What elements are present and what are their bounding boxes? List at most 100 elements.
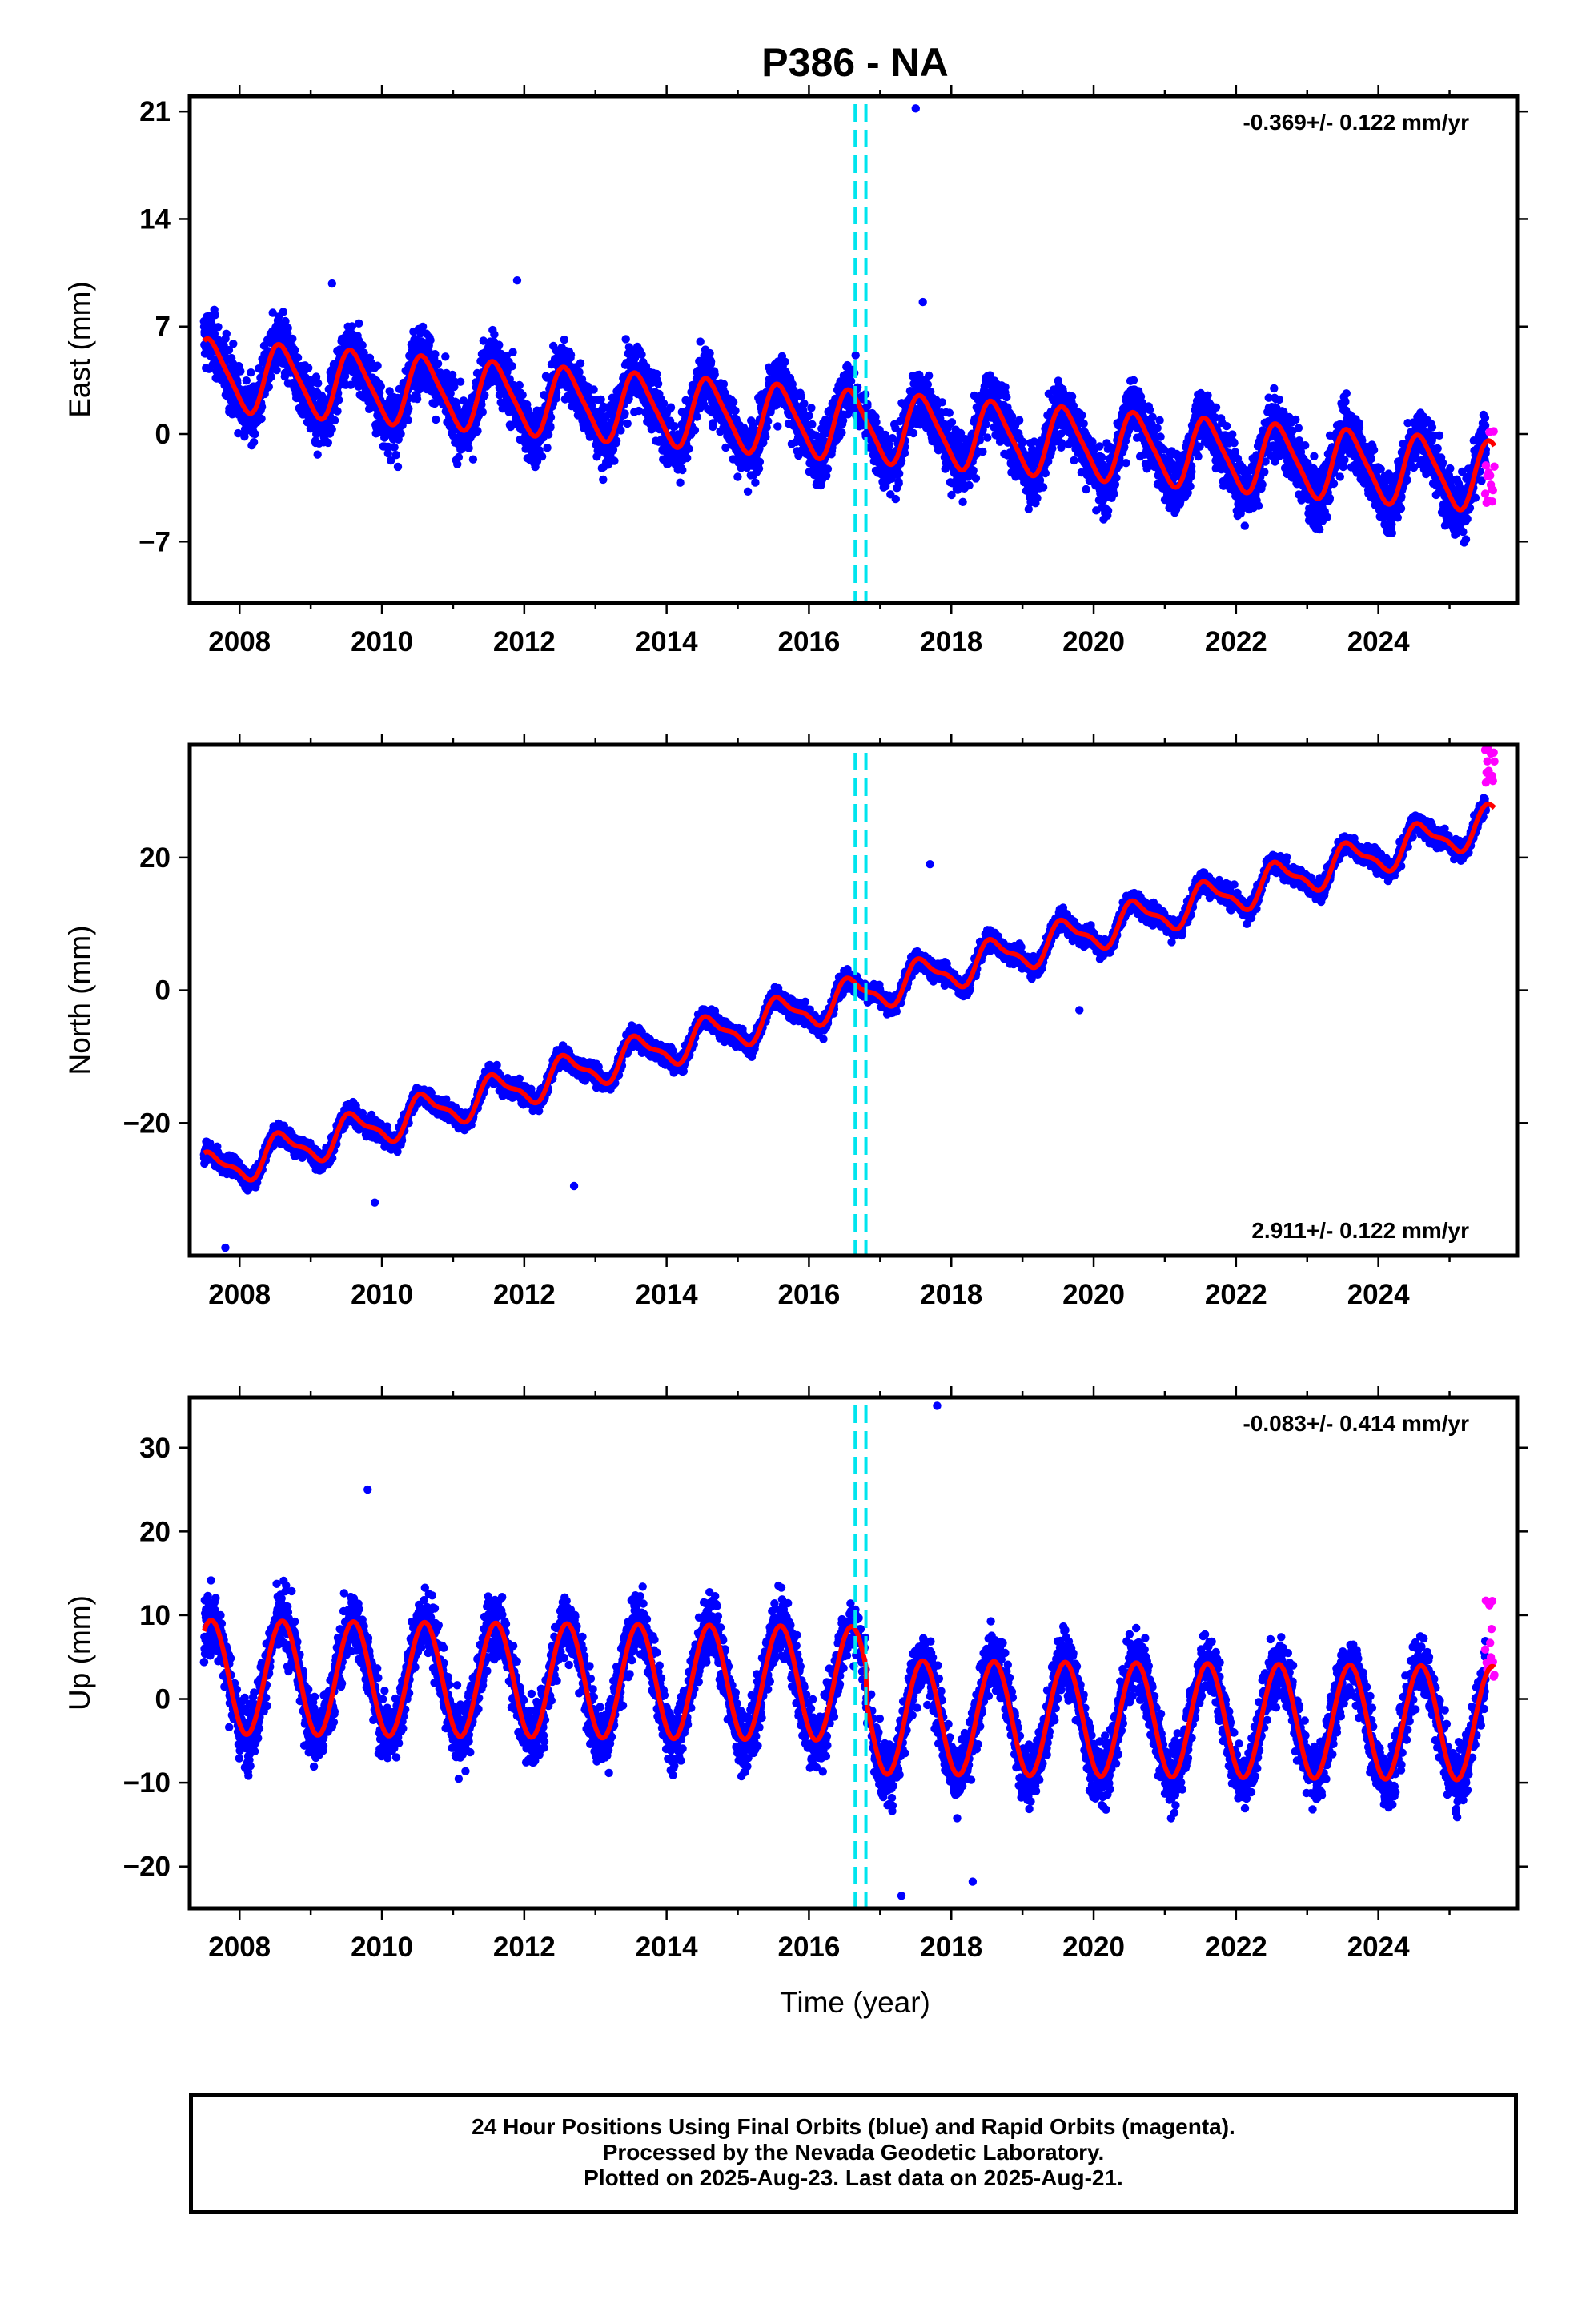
data-point — [446, 389, 455, 398]
data-point — [1112, 473, 1121, 482]
data-point — [267, 372, 275, 381]
data-point — [755, 457, 765, 466]
data-point — [938, 398, 947, 407]
data-point — [257, 402, 267, 412]
data-point — [1153, 424, 1162, 432]
data-point — [947, 418, 957, 427]
data-point — [670, 422, 679, 431]
data-point — [508, 348, 517, 356]
data-point — [1057, 439, 1066, 448]
data-point — [396, 429, 405, 438]
data-point — [453, 460, 462, 468]
data-point — [773, 422, 782, 431]
data-point — [1078, 411, 1086, 420]
final-orbit-points — [199, 104, 1491, 547]
data-point — [281, 316, 290, 326]
data-point — [676, 478, 685, 487]
data-point — [1048, 444, 1057, 453]
data-point — [693, 412, 701, 421]
data-point — [508, 362, 516, 371]
data-point — [1002, 392, 1011, 402]
data-point — [373, 361, 382, 370]
data-point — [652, 369, 661, 379]
data-point — [1145, 405, 1154, 414]
data-point — [456, 377, 465, 386]
data-point — [229, 340, 238, 348]
data-point — [391, 451, 400, 460]
data-point — [355, 319, 363, 328]
data-point — [837, 428, 846, 437]
data-point — [612, 436, 621, 445]
data-point — [314, 379, 323, 388]
data-point — [733, 472, 742, 481]
data-point — [333, 407, 342, 416]
data-point — [304, 364, 313, 372]
data-point — [480, 391, 489, 400]
data-point — [616, 426, 625, 435]
data-point — [1015, 416, 1024, 424]
data-point — [546, 423, 555, 432]
data-point — [518, 391, 527, 400]
data-point — [872, 418, 881, 427]
data-point — [242, 376, 251, 385]
data-point — [390, 443, 399, 452]
data-point — [1018, 438, 1028, 447]
data-point — [454, 452, 464, 462]
data-point — [805, 411, 813, 420]
plot-area — [199, 104, 1499, 547]
data-point — [610, 456, 619, 465]
data-point — [666, 403, 676, 412]
data-point — [257, 414, 266, 424]
data-point — [1129, 376, 1138, 384]
data-point — [376, 382, 385, 391]
data-point — [335, 396, 343, 404]
data-point — [653, 380, 663, 388]
data-point — [891, 494, 901, 504]
data-point — [690, 426, 700, 435]
data-point — [468, 455, 478, 464]
data-point — [224, 345, 234, 355]
data-point — [272, 365, 281, 375]
data-point — [495, 340, 504, 349]
data-point — [264, 382, 273, 392]
data-point — [800, 399, 809, 408]
data-point — [268, 308, 277, 317]
data-point — [404, 416, 412, 424]
data-point — [705, 348, 714, 358]
data-point — [433, 359, 443, 368]
data-point — [683, 453, 692, 463]
data-point — [214, 323, 223, 332]
data-point — [1067, 392, 1077, 401]
data-point — [288, 334, 297, 344]
data-point — [412, 395, 422, 404]
data-point — [537, 452, 547, 461]
data-point — [1155, 416, 1164, 425]
data-point — [710, 370, 719, 379]
east-panel: 2008 2010 2012 2014 2016 2018 2020 2022 2024−707… — [63, 85, 1528, 657]
data-point — [969, 466, 978, 475]
data-point — [1038, 483, 1048, 492]
data-point — [729, 397, 738, 407]
data-point — [731, 406, 740, 416]
data-point — [621, 335, 630, 344]
data-point — [822, 472, 831, 480]
chart-title: P386 - NA — [761, 40, 948, 85]
data-point — [576, 359, 585, 368]
data-point — [393, 462, 403, 472]
data-point — [971, 474, 981, 483]
data-point — [211, 311, 219, 320]
data-point — [283, 324, 292, 332]
data-point — [797, 392, 805, 401]
data-point — [515, 380, 524, 390]
data-point — [721, 443, 730, 452]
data-point — [696, 337, 705, 346]
data-point — [706, 357, 716, 366]
data-point — [418, 322, 428, 332]
data-point — [247, 368, 255, 377]
data-point — [678, 465, 687, 475]
data-point — [761, 432, 770, 441]
data-point — [323, 438, 332, 448]
data-point — [637, 350, 646, 359]
data-point — [240, 432, 249, 441]
